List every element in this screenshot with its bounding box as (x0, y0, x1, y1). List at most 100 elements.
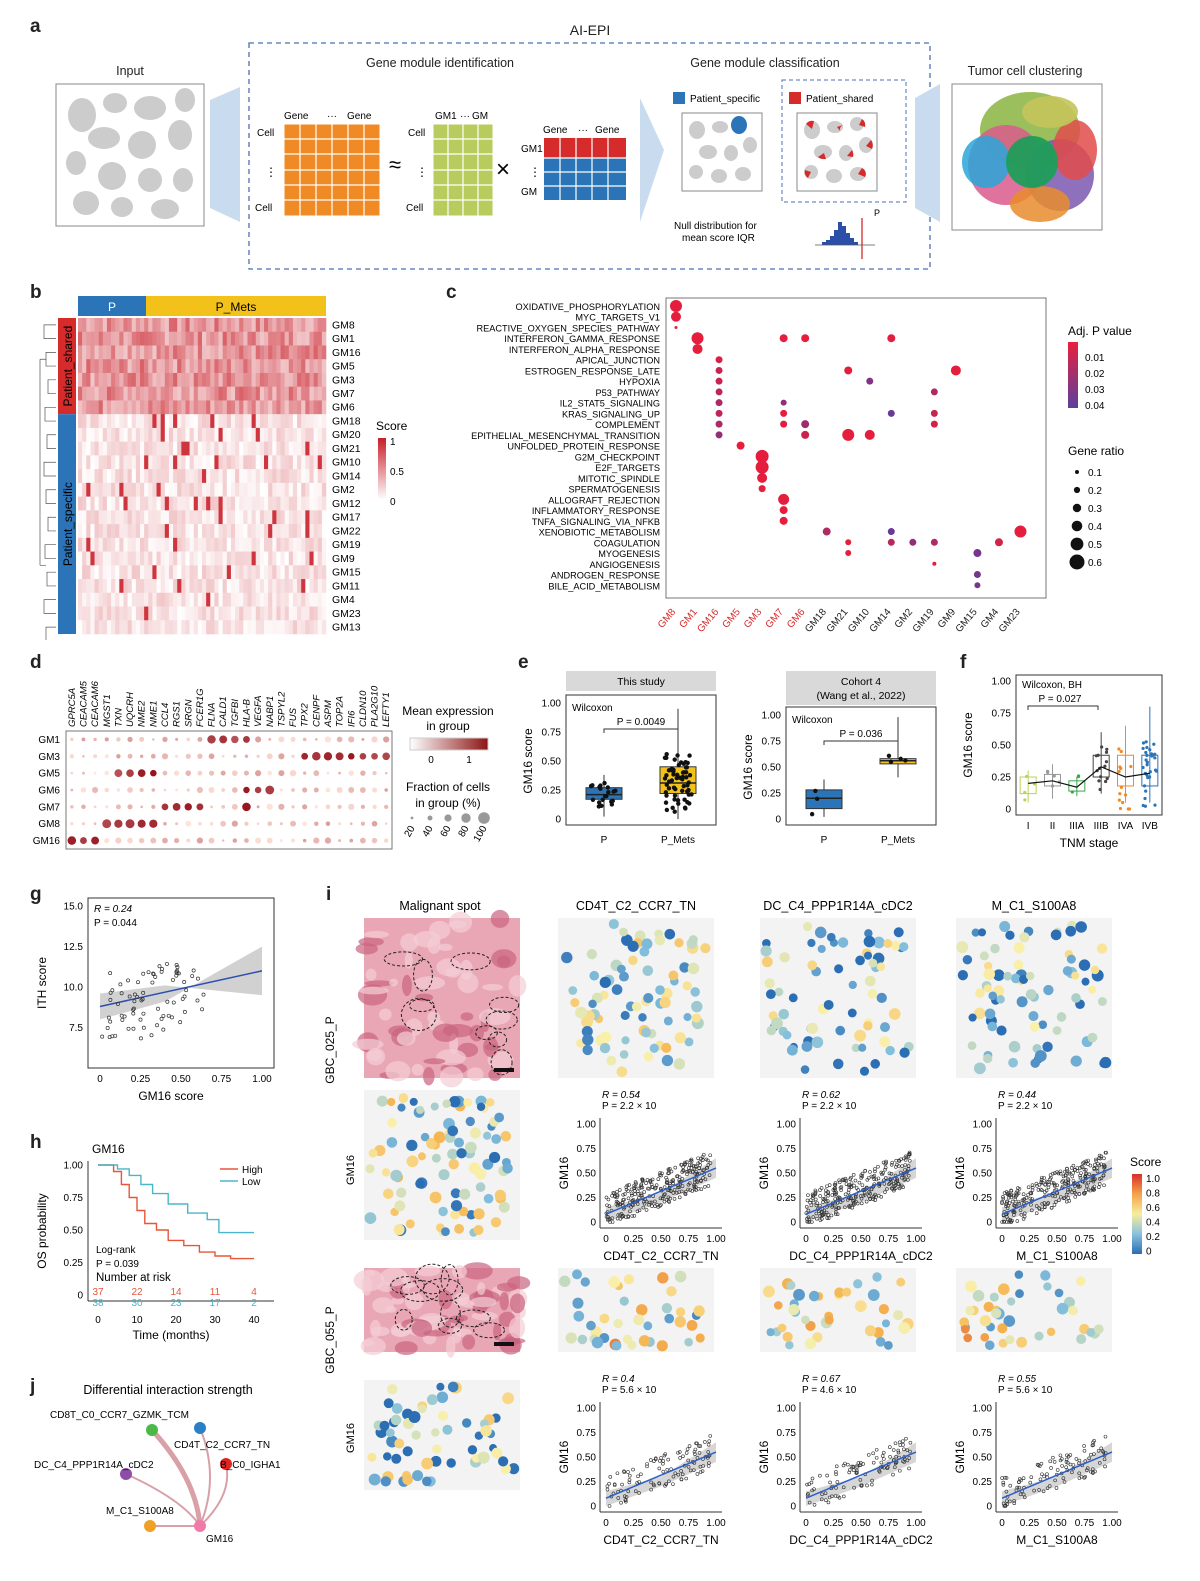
stage-label: IIIA (1069, 821, 1084, 832)
xtick: 0 (999, 1518, 1005, 1529)
ytick: 0.75 (973, 1144, 993, 1155)
cellN-label: Cell (255, 203, 272, 214)
xtick: 0.25 (624, 1518, 644, 1529)
arrow-1 (210, 87, 240, 222)
ytick: 0.25 (542, 786, 562, 797)
col-group-pmets-label: P_Mets (216, 300, 257, 314)
pathway-label: INTERFERON_GAMMA_RESPONSE (504, 334, 660, 344)
sample-label: GBC_025_P (323, 1016, 337, 1083)
panel-label-b: b (30, 282, 42, 303)
heatmap-row-label: GM3 (332, 374, 355, 386)
he-tissue-image (352, 909, 527, 1088)
frac-legend-title-1: Fraction of cells (406, 780, 490, 794)
padj-legend-tick: 0.02 (1085, 369, 1105, 380)
pathway-label: BILE_ACID_METABOLISM (548, 581, 660, 591)
xtick: 0 (97, 1074, 103, 1085)
score-tick: 0 (1146, 1247, 1152, 1258)
padj-legend-tick: 0.04 (1085, 401, 1105, 412)
gene-label: CEACAM6 (90, 680, 101, 727)
gene-label: IFI6 (346, 710, 357, 727)
xtick: 1.00 (1102, 1518, 1122, 1529)
frac-legend-title-2: in group (%) (415, 796, 480, 810)
cell1-label-2: Cell (408, 128, 425, 139)
row-group-shared-label: Patient_shared (61, 326, 75, 407)
gene-label: FLNA (207, 703, 218, 727)
col-group-p (78, 296, 146, 316)
ratio-legend-tick: 0.4 (1088, 522, 1102, 533)
gene-label: CENPF (311, 694, 322, 727)
ytick: 0.50 (777, 1169, 797, 1180)
padj-legend-tick: 0.01 (1085, 353, 1105, 364)
score-title: Score (1130, 1155, 1162, 1169)
ytick: 0.75 (577, 1428, 597, 1439)
gene-label: CCL4 (160, 703, 171, 727)
f-pvalue: P = 0.027 (1039, 694, 1082, 705)
ytick: 0.25 (64, 1258, 84, 1269)
ytick: 0 (590, 1218, 596, 1229)
scatter-r: R = 0.62 (802, 1090, 841, 1101)
stage-label: IVB (1142, 821, 1158, 832)
xtick: 20 (170, 1315, 182, 1326)
gene1-label-2: Gene (543, 125, 568, 136)
arrow-2 (640, 98, 664, 222)
heatmap-row-label: GM13 (332, 622, 361, 634)
panel-d-dotplot: GPRC5A CEACAM5 CEACAM6 MGST1 TXN UQCRH NME2 NME… (33, 680, 494, 850)
xtick: 0.25 (1020, 1518, 1040, 1529)
gmi-title: Gene module identification (365, 56, 514, 70)
km-high (98, 1164, 254, 1260)
risk-high: 37 (92, 1287, 104, 1298)
network-node-label: DC_C4_PPP1R14A_cDC2 (34, 1460, 154, 1471)
ytick: 0.50 (542, 757, 562, 768)
panel-h-km: GM16 0 0.25 0.50 0.75 1.00 0 10 20 30 40 OS probabi… (35, 1142, 274, 1342)
xtick: 0.50 (851, 1234, 871, 1245)
module-row-label: GM16 (33, 836, 61, 847)
cell-vdots: ⋮ (265, 165, 277, 179)
expr-legend-title-2: in group (426, 719, 470, 733)
ytick: 0.75 (577, 1144, 597, 1155)
correlation-scatter: 00 0.25 0.25 0.50 0.50 0.75 0.75 1.00 1.00 GM16 M_… (953, 1374, 1122, 1547)
ytick: 10.0 (64, 983, 84, 994)
xtick: 0.50 (851, 1518, 871, 1529)
ratio-legend-tick: 0.3 (1088, 504, 1102, 515)
gene-label: FCER1G (195, 688, 206, 727)
gmc-title: Gene module classification (690, 56, 840, 70)
group-label: P (601, 835, 608, 846)
xtick: 0.25 (1020, 1234, 1040, 1245)
cell-gene-matrix (283, 123, 381, 217)
gene-label: VEGFA (253, 696, 264, 728)
geneN-label: Gene (347, 111, 372, 122)
gene-label: HLA-B (241, 698, 252, 727)
gene-label: UQCRH (125, 692, 136, 727)
risk-low: 2 (251, 1298, 257, 1309)
xtick: 1.00 (706, 1518, 726, 1529)
xtick: 1.00 (906, 1518, 926, 1529)
cluster-blob (962, 92, 1097, 222)
xtick: 40 (248, 1315, 260, 1326)
col-title: M_C1_S100A8 (992, 899, 1077, 913)
ytick: 0.75 (64, 1193, 84, 1204)
gene-dots-2: ··· (578, 125, 588, 136)
dotplot-points (670, 300, 1027, 589)
e-left-ylabel: GM16 score (521, 728, 535, 794)
ytick: 0.75 (542, 728, 562, 739)
ytick: 0 (986, 1218, 992, 1229)
g-p: P = 0.044 (94, 918, 137, 929)
xtick: 0 (803, 1518, 809, 1529)
xtick: 0.50 (1047, 1518, 1067, 1529)
panel-label-a: a (30, 16, 41, 37)
xtick: 0.75 (1075, 1234, 1095, 1245)
xtick: 0.75 (679, 1518, 699, 1529)
stage-label: IVA (1118, 821, 1134, 832)
spatial-spots (760, 918, 916, 1078)
correlation-scatter: 00 0.25 0.25 0.50 0.50 0.75 0.75 1.00 1.00 GM16 M_… (953, 1090, 1122, 1263)
ytick: 0.25 (992, 773, 1012, 784)
network-node (146, 1424, 158, 1436)
gm-dots: ··· (460, 111, 470, 122)
pathway-label: UNFOLDED_PROTEIN_RESPONSE (507, 442, 660, 452)
ytick: 1.00 (762, 711, 782, 722)
pathway-label: COMPLEMENT (595, 420, 660, 430)
ytick: 0 (790, 1502, 796, 1513)
ytick: 12.5 (64, 942, 84, 953)
heatmap-row-label: GM11 (332, 580, 360, 592)
network-node (220, 1458, 232, 1470)
